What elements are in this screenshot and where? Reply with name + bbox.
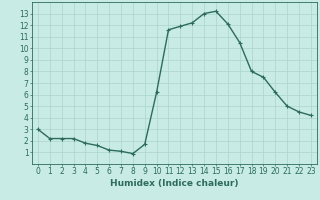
X-axis label: Humidex (Indice chaleur): Humidex (Indice chaleur)	[110, 179, 239, 188]
